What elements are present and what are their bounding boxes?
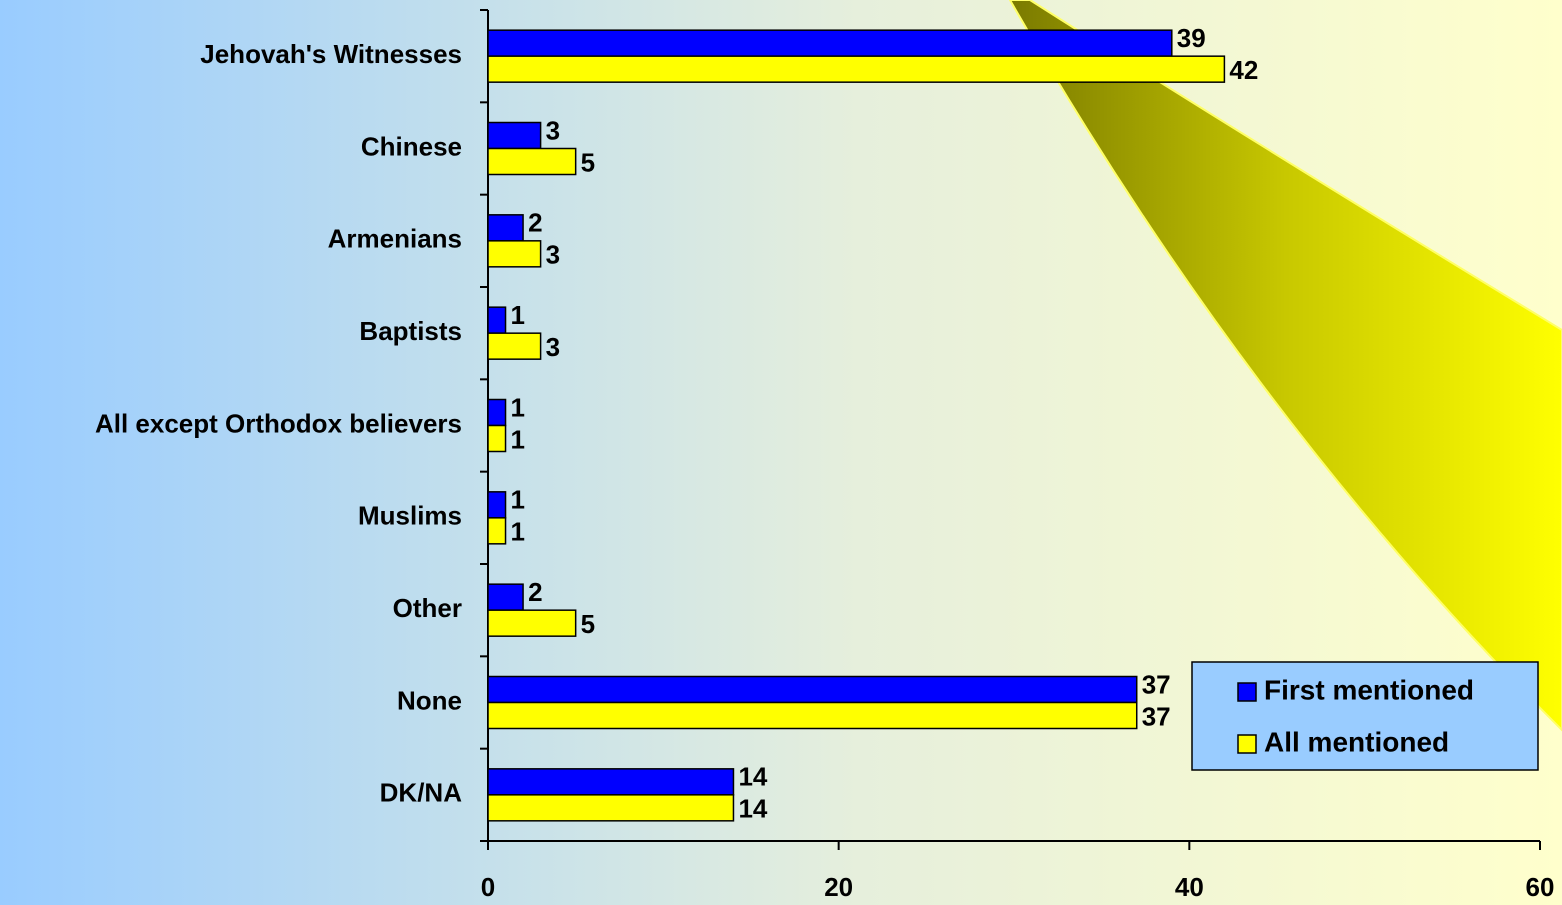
bar: [487, 121, 542, 150]
y-tick-label: Other: [393, 593, 462, 623]
y-tick-label: Armenians: [328, 224, 462, 254]
bar: [487, 147, 577, 176]
data-label: 5: [581, 609, 595, 639]
x-tick-label: 20: [824, 872, 853, 902]
data-label: 1: [511, 517, 525, 547]
bar: [487, 768, 735, 796]
bar: [487, 424, 507, 453]
y-tick-label: None: [397, 685, 462, 715]
data-label: 37: [1142, 701, 1171, 731]
bar: [487, 214, 524, 242]
y-tick-label: Jehovah's Witnesses: [200, 39, 462, 69]
bar: [487, 583, 524, 611]
data-label: 37: [1142, 669, 1171, 699]
data-label: 3: [546, 332, 560, 362]
data-label: 1: [511, 300, 525, 330]
data-label: 3: [546, 115, 560, 145]
data-label: 2: [528, 208, 542, 238]
y-tick-label: Chinese: [361, 131, 462, 161]
y-tick-label: Muslims: [358, 501, 462, 531]
data-label: 42: [1229, 55, 1258, 85]
y-tick-label: Baptists: [359, 316, 462, 346]
bar: [487, 332, 542, 360]
data-label: 14: [738, 762, 767, 792]
bar: [487, 306, 507, 334]
bar: [487, 29, 1173, 57]
data-label: 1: [511, 424, 525, 454]
data-label: 5: [581, 147, 595, 177]
x-tick-label: 60: [1526, 872, 1555, 902]
data-label: 2: [528, 577, 542, 607]
x-tick-label: 40: [1175, 872, 1204, 902]
legend-swatch: [1237, 682, 1257, 702]
legend-label: All mentioned: [1264, 726, 1449, 757]
bar: [487, 55, 1226, 83]
y-tick-label: All except Orthodox believers: [95, 408, 462, 438]
data-label: 3: [546, 240, 560, 270]
bar: [487, 609, 577, 637]
bar: [487, 491, 507, 519]
bar: [487, 240, 542, 268]
bar: [487, 517, 507, 545]
bar: [487, 398, 507, 427]
data-label: 39: [1177, 23, 1206, 53]
decoration: [1008, 0, 1562, 732]
data-label: 1: [511, 392, 525, 422]
legend-swatch: [1237, 734, 1257, 754]
bar: [487, 701, 1138, 730]
bar: [487, 794, 735, 822]
data-label: 1: [511, 485, 525, 515]
x-tick-label: 0: [481, 872, 495, 902]
data-label: 14: [738, 794, 767, 824]
y-tick-label: DK/NA: [380, 778, 463, 808]
legend-label: First mentioned: [1264, 674, 1474, 705]
bar: [487, 675, 1138, 704]
